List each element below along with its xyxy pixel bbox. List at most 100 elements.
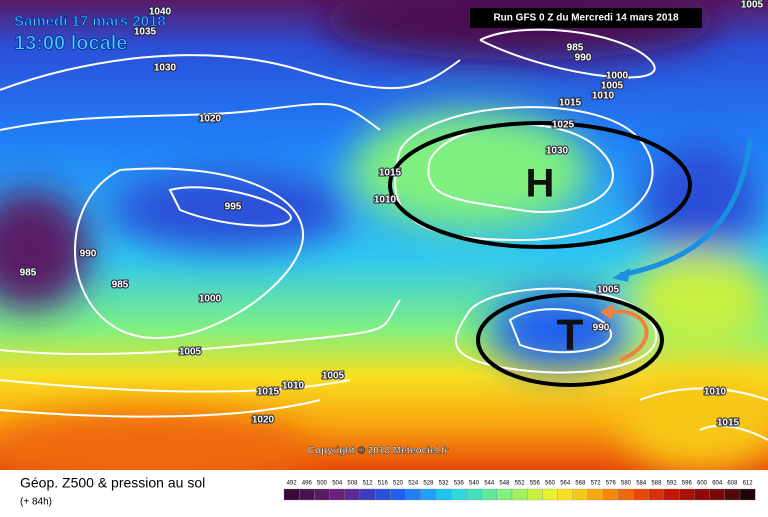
- legend-title: Géop. Z500 & pression au sol: [20, 475, 205, 491]
- field-blobs: [0, 0, 768, 490]
- legend-level: 604: [712, 481, 723, 487]
- isobar-label: 1005: [741, 0, 764, 11]
- isobar-label: 1010: [374, 195, 397, 206]
- legend-swatch: [679, 488, 695, 501]
- blue-arrow: [619, 139, 753, 278]
- legend-level: 500: [317, 481, 328, 487]
- isobar-label: 1020: [252, 415, 275, 426]
- legend-swatch: [603, 488, 619, 501]
- legend-swatch: [496, 488, 513, 501]
- legend-swatch: [451, 488, 467, 501]
- legend-swatch: [375, 488, 391, 501]
- isobar-label: 1035: [134, 27, 157, 38]
- isobar-label: 1010: [704, 387, 727, 398]
- legend-swatch: [694, 488, 710, 501]
- legend-swatch: [435, 488, 452, 501]
- legend-level: 520: [393, 481, 404, 487]
- date: Samedi 17 mars 2018: [14, 13, 166, 30]
- blue-arrow-head: [612, 268, 630, 282]
- orange-arrow: [604, 309, 649, 362]
- legend-level: 508: [347, 481, 358, 487]
- legend-level: 492: [287, 481, 298, 487]
- isobar-label: 995: [225, 202, 242, 213]
- legend-level: 528: [423, 481, 434, 487]
- isobars: [0, 28, 768, 441]
- high-ellipse: [388, 121, 692, 249]
- isobar-label: 1030: [154, 63, 177, 74]
- legend-level: 560: [545, 481, 556, 487]
- legend-swatch: [405, 488, 421, 501]
- legend-level: 536: [454, 481, 465, 487]
- orange-arrow-head: [600, 304, 614, 320]
- legend-level: 512: [363, 481, 374, 487]
- high-label: H: [526, 162, 555, 206]
- legend-level: 612: [743, 481, 754, 487]
- legend-swatch: [359, 488, 376, 501]
- legend-swatch: [390, 488, 406, 501]
- legend-swatch: [587, 488, 604, 501]
- isobar-label: 1015: [559, 98, 582, 109]
- legend-swatch: [329, 488, 345, 501]
- isobar-label: 1010: [282, 381, 305, 392]
- legend-level: 524: [408, 481, 419, 487]
- legend-swatch: [527, 488, 543, 501]
- legend-level: 600: [697, 481, 708, 487]
- legend-level: 608: [727, 481, 738, 487]
- legend-swatch: [724, 488, 741, 501]
- legend-level: 548: [499, 481, 510, 487]
- legend-swatch: [572, 488, 589, 501]
- legend-level: 544: [484, 481, 495, 487]
- isobar-label: 1015: [379, 168, 402, 179]
- isobar-label: 1020: [199, 114, 222, 125]
- legend-swatch: [633, 488, 649, 501]
- isobar-label: 1040: [149, 7, 172, 18]
- legend-level: 568: [575, 481, 586, 487]
- legend-subtitle: (+ 84h): [20, 497, 52, 508]
- legend-level: 576: [606, 481, 617, 487]
- legend-level: 580: [621, 481, 632, 487]
- isobar-label: 985: [567, 43, 584, 54]
- isobar-label: 1010: [592, 91, 615, 102]
- legend-swatch: [344, 488, 361, 501]
- legend-swatch: [283, 488, 300, 501]
- legend-level: 596: [682, 481, 693, 487]
- legend-level: 504: [332, 481, 343, 487]
- isobar-label: 985: [112, 280, 129, 291]
- legend-level: 572: [591, 481, 602, 487]
- legend-level: 592: [667, 481, 678, 487]
- run-box: [470, 8, 702, 28]
- legend-level: 540: [469, 481, 480, 487]
- legend-level: 532: [439, 481, 450, 487]
- low-ellipse: [476, 293, 664, 387]
- legend-level: 556: [530, 481, 541, 487]
- legend-swatch: [709, 488, 725, 501]
- legend-swatch: [648, 488, 665, 501]
- isobar-label: 1005: [179, 347, 202, 358]
- isobar-label: 1000: [199, 294, 222, 305]
- legend-level: 552: [515, 481, 526, 487]
- legend-swatch: [618, 488, 634, 501]
- isobar-label: 1030: [546, 146, 569, 157]
- legend-level: 588: [651, 481, 662, 487]
- legend-swatch: [299, 488, 315, 501]
- legend-level: 516: [378, 481, 389, 487]
- legend-swatch: [420, 488, 437, 501]
- run-info: Run GFS 0 Z du Mercredi 14 mars 2018: [493, 13, 679, 24]
- isobar-label: 1000: [606, 71, 629, 82]
- isobar-label: 1015: [257, 387, 280, 398]
- isobar-label: 990: [80, 249, 97, 260]
- isobar-label: 1005: [597, 285, 620, 296]
- legend-swatch: [663, 488, 680, 501]
- low-label: T: [557, 311, 584, 360]
- legend-swatch: [481, 488, 497, 501]
- isobar-label: 1005: [601, 81, 624, 92]
- isobar-label: 1015: [717, 418, 740, 429]
- legend-level: 584: [636, 481, 647, 487]
- legend-swatch: [314, 488, 330, 501]
- legend-level: 564: [560, 481, 571, 487]
- legend-swatch: [557, 488, 573, 501]
- copyright: Copyright © 2018 Meteociel.fr: [308, 446, 449, 457]
- time: 13:00 locale: [14, 32, 127, 54]
